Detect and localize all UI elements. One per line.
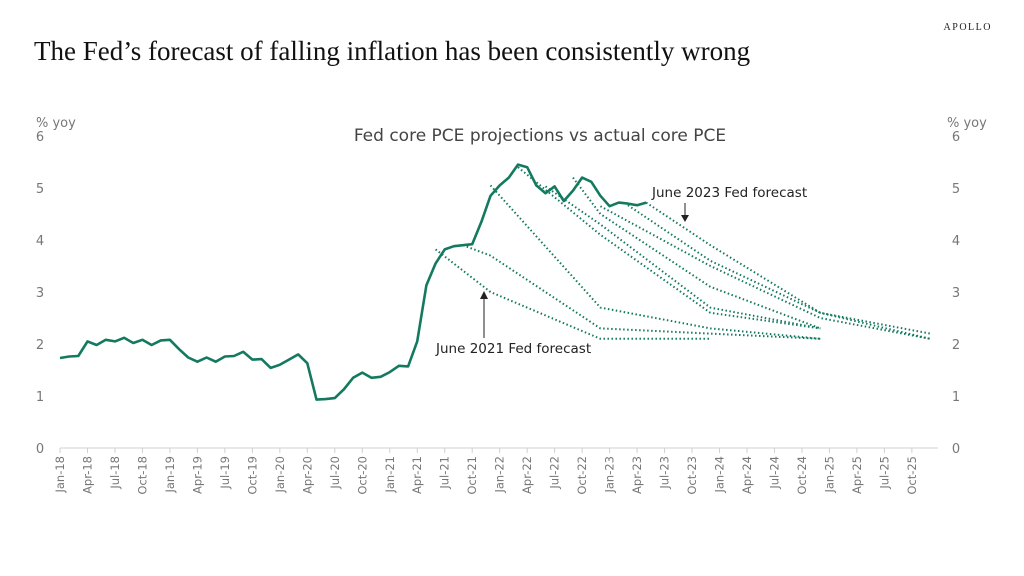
x-tick-label: Jul-18	[108, 456, 122, 490]
x-tick-label: Jan-23	[603, 456, 617, 494]
y-tick-label-right: 5	[952, 182, 960, 197]
y-tick-label-right: 3	[952, 286, 960, 301]
annotation-june-2023: June 2023 Fed forecast	[651, 185, 807, 201]
x-tick-label: Jul-20	[328, 456, 342, 490]
x-tick-label: Oct-18	[135, 456, 149, 495]
forecast-line	[645, 201, 931, 335]
y-tick-label-left: 2	[36, 338, 44, 353]
page-title: The Fed’s forecast of falling inflation …	[34, 36, 751, 66]
x-tick-label: Jan-21	[383, 456, 397, 494]
forecast-line	[627, 204, 931, 340]
x-tick-label: Apr-18	[80, 456, 94, 494]
y-tick-label-left: 1	[36, 390, 44, 405]
y-tick-label-right: 2	[952, 338, 960, 353]
y-tick-label-left: 5	[36, 182, 44, 197]
x-tick-label: Jul-25	[877, 456, 891, 490]
y-tick-label-left: 4	[36, 234, 44, 249]
actual-core-pce-line	[59, 163, 647, 401]
x-tick-label: Apr-21	[410, 456, 424, 494]
x-tick-label: Jul-23	[658, 456, 672, 490]
y-tick-label-left: 3	[36, 286, 44, 301]
x-tick-label: Jan-24	[713, 456, 727, 494]
forecast-line	[517, 166, 821, 330]
x-tick-label: Jan-19	[163, 456, 177, 494]
x-tick-label: Jul-21	[438, 456, 452, 490]
x-tick-label: Jan-25	[822, 456, 836, 494]
x-tick-label: Oct-21	[465, 456, 479, 495]
arrow-down-icon	[681, 215, 689, 222]
x-tick-label: Oct-19	[245, 456, 259, 495]
x-tick-label: Jan-22	[493, 456, 507, 494]
x-tick-label: Jan-18	[53, 456, 67, 494]
y-axis-label-right: % yoy	[947, 116, 987, 131]
y-tick-label-left: 0	[36, 442, 44, 457]
forecast-line	[544, 185, 821, 330]
x-tick-label: Apr-20	[300, 456, 314, 494]
annotation-june-2021: June 2021 Fed forecast	[435, 341, 591, 357]
x-tick-label: Oct-24	[795, 456, 809, 495]
y-tick-label-right: 0	[952, 442, 960, 457]
y-tick-label-right: 6	[952, 130, 960, 145]
x-tick-label: Oct-20	[355, 456, 369, 495]
x-tick-label: Jan-20	[273, 456, 287, 494]
x-tick-label: Apr-24	[740, 456, 754, 494]
x-tick-label: Oct-25	[905, 456, 919, 495]
x-tick-label: Apr-19	[190, 456, 204, 494]
y-tick-label-right: 1	[952, 390, 960, 405]
arrow-up-icon	[480, 291, 488, 299]
x-tick-label: Apr-22	[520, 456, 534, 494]
apollo-logo: APOLLO	[943, 22, 992, 33]
forecast-line	[572, 176, 821, 330]
x-tick-label: Apr-23	[630, 456, 644, 494]
x-tick-label: Apr-25	[850, 456, 864, 494]
forecast-line	[434, 248, 711, 340]
forecast-line	[462, 244, 821, 340]
forecast-line	[489, 184, 821, 340]
x-tick-label: Jul-19	[218, 456, 232, 490]
y-tick-label-right: 4	[952, 234, 960, 249]
y-tick-label-left: 6	[36, 130, 44, 145]
x-tick-label: Jul-24	[767, 456, 781, 490]
chart-title: Fed core PCE projections vs actual core …	[354, 126, 726, 146]
x-tick-label: Oct-22	[575, 456, 589, 495]
y-axis-label-left: % yoy	[36, 116, 76, 131]
x-tick-label: Jul-22	[548, 456, 562, 490]
x-tick-label: Oct-23	[685, 456, 699, 495]
